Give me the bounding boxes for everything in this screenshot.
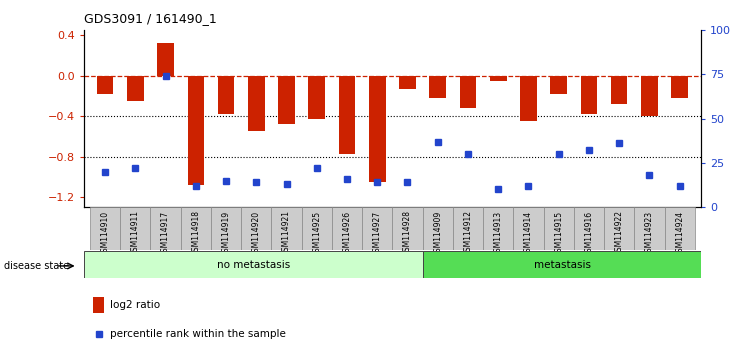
Bar — [369, 76, 385, 182]
Bar — [188, 76, 204, 185]
Text: GSM114910: GSM114910 — [101, 211, 110, 257]
Bar — [423, 207, 453, 250]
Bar — [218, 76, 234, 114]
Text: disease state: disease state — [4, 261, 69, 271]
Bar — [93, 297, 104, 313]
Bar — [544, 207, 574, 250]
Text: GSM114922: GSM114922 — [615, 211, 623, 257]
Bar — [157, 43, 174, 76]
Bar — [672, 76, 688, 98]
Bar — [453, 207, 483, 250]
Text: GSM114927: GSM114927 — [373, 211, 382, 257]
Bar — [84, 251, 423, 278]
Text: GSM114914: GSM114914 — [524, 211, 533, 257]
Bar — [127, 76, 144, 101]
Bar — [332, 207, 362, 250]
Bar — [272, 207, 301, 250]
Bar — [574, 207, 604, 250]
Text: GSM114918: GSM114918 — [191, 211, 200, 257]
Bar — [611, 76, 628, 104]
Bar — [604, 207, 634, 250]
Bar — [211, 207, 241, 250]
Bar — [241, 207, 272, 250]
Bar — [120, 207, 150, 250]
Text: GSM114916: GSM114916 — [585, 211, 593, 257]
Bar — [429, 76, 446, 98]
Text: GSM114928: GSM114928 — [403, 211, 412, 257]
Text: GSM114919: GSM114919 — [222, 211, 231, 257]
Text: metastasis: metastasis — [534, 259, 591, 270]
Bar — [278, 76, 295, 124]
Text: no metastasis: no metastasis — [217, 259, 291, 270]
Bar — [362, 207, 393, 250]
Text: GSM114925: GSM114925 — [312, 211, 321, 257]
Bar — [634, 207, 664, 250]
Bar — [513, 207, 544, 250]
Bar — [520, 76, 537, 121]
Text: GSM114915: GSM114915 — [554, 211, 563, 257]
Text: GSM114912: GSM114912 — [464, 211, 472, 257]
Bar — [580, 76, 597, 114]
Bar — [460, 76, 476, 108]
Text: GSM114924: GSM114924 — [675, 211, 684, 257]
Text: GSM114923: GSM114923 — [645, 211, 654, 257]
Bar — [301, 207, 332, 250]
Bar — [483, 207, 513, 250]
Bar — [309, 76, 325, 119]
Text: GSM114921: GSM114921 — [282, 211, 291, 257]
Bar — [664, 207, 695, 250]
Bar — [181, 207, 211, 250]
Bar — [150, 207, 181, 250]
Bar — [339, 76, 356, 154]
Bar — [490, 76, 507, 81]
Bar — [248, 76, 264, 131]
Text: log2 ratio: log2 ratio — [110, 300, 160, 310]
Text: GSM114920: GSM114920 — [252, 211, 261, 257]
Bar — [399, 76, 416, 89]
Text: percentile rank within the sample: percentile rank within the sample — [110, 330, 285, 339]
Text: GSM114913: GSM114913 — [493, 211, 503, 257]
Text: GSM114917: GSM114917 — [161, 211, 170, 257]
Text: GSM114911: GSM114911 — [131, 211, 140, 257]
Bar — [97, 76, 113, 94]
Text: GSM114926: GSM114926 — [342, 211, 352, 257]
Bar — [423, 251, 701, 278]
Bar — [90, 207, 120, 250]
Bar — [550, 76, 567, 94]
Text: GDS3091 / 161490_1: GDS3091 / 161490_1 — [84, 12, 217, 25]
Bar — [641, 76, 658, 116]
Bar — [393, 207, 423, 250]
Text: GSM114909: GSM114909 — [433, 211, 442, 257]
